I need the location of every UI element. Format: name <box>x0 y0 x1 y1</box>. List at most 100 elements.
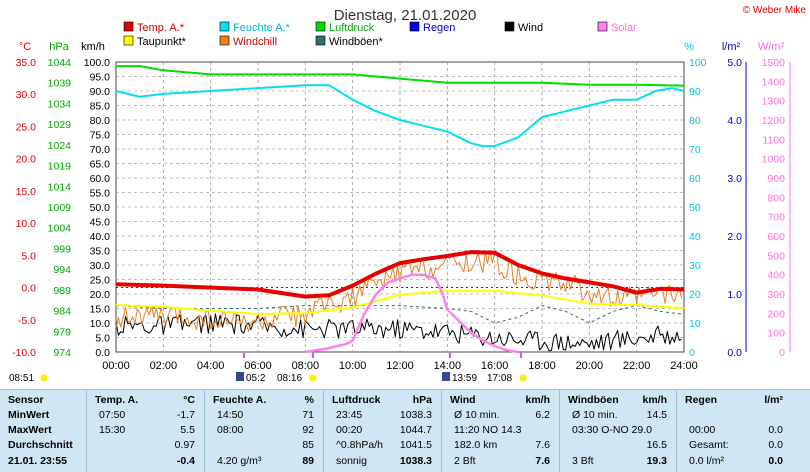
tick-temp: -5.0 <box>18 315 36 327</box>
tick-hum: 100 <box>689 57 707 69</box>
tick-x: 24:00 <box>670 360 698 372</box>
tick-solar: 1100 <box>762 134 785 146</box>
unit-rain: l/m² <box>722 41 741 53</box>
legend-label: Taupunkt* <box>137 36 187 48</box>
legend-label: Feuchte A.* <box>233 22 291 34</box>
unit-press: hPa <box>49 41 69 53</box>
tick-x: 12:00 <box>386 360 414 372</box>
copyright-text: © Weber Mike <box>743 5 807 16</box>
tick-wind: 10.0 <box>90 318 111 330</box>
tick-wind: 100.0 <box>84 57 110 69</box>
cell-value: 89 <box>302 455 314 467</box>
cell-label: 07:50 <box>99 409 126 421</box>
tick-wind: 75.0 <box>90 130 111 142</box>
tick-x: 08:00 <box>292 360 320 372</box>
column-separator <box>86 390 87 472</box>
tick-temp: 30.0 <box>16 89 37 101</box>
tick-wind: 95.0 <box>90 72 111 84</box>
tick-rain: 5.0 <box>727 57 742 69</box>
cell-value: 7.6 <box>535 455 550 467</box>
column-separator <box>323 390 324 472</box>
column-separator <box>676 390 677 472</box>
cell-label: 11:20 NO 14.3 <box>454 424 522 436</box>
cell-value: 16.5 <box>646 439 667 451</box>
col-header: Regen <box>685 394 718 406</box>
cell-label: Ø 10 min. <box>572 409 618 421</box>
tick-press: 989 <box>53 285 71 297</box>
tick-temp: 0.0 <box>21 283 36 295</box>
cell-value: 14.5 <box>646 409 667 421</box>
tick-rain: 1.0 <box>727 289 742 301</box>
tick-press: 984 <box>53 306 71 318</box>
tick-rain: 0.0 <box>727 347 742 359</box>
tick-solar: 200 <box>767 308 785 320</box>
series-feuchtea <box>115 84 685 148</box>
tick-press: 974 <box>53 347 71 359</box>
legend-swatch <box>123 21 134 32</box>
tick-temp: 10.0 <box>16 218 37 230</box>
cell-label: 14:50 <box>217 409 244 421</box>
cell-value: 71 <box>302 409 314 421</box>
cell-label: 23:45 <box>336 409 363 421</box>
tick-press: 1044 <box>48 57 72 69</box>
col-header: Temp. A. <box>95 394 139 406</box>
legend-label: Wind <box>518 22 543 34</box>
tick-press: 1014 <box>48 181 72 193</box>
legend-swatch <box>123 35 134 46</box>
series-solar <box>305 273 519 354</box>
tick-solar: 1000 <box>762 154 786 166</box>
col-unit: l/m² <box>764 394 783 406</box>
cell-value: -1.7 <box>176 409 195 421</box>
tick-hum: 70 <box>689 144 701 156</box>
unit-solar: W/m² <box>758 41 785 53</box>
sun-icon <box>40 374 48 382</box>
series-group <box>115 65 685 354</box>
tick-x: 02:00 <box>150 360 178 372</box>
col-unit: % <box>304 394 314 406</box>
tick-wind: 90.0 <box>90 86 111 98</box>
cell-value: -0.4 <box>176 455 195 467</box>
row-label: MinWert <box>8 409 50 421</box>
series-windchill <box>115 249 683 332</box>
tick-press: 1004 <box>48 223 72 235</box>
cell-value: 1044.7 <box>399 424 432 436</box>
cell-value: 85 <box>302 439 314 451</box>
tick-wind: 70.0 <box>90 144 111 156</box>
tick-hum: 60 <box>689 173 701 185</box>
cell-value: 0.0 <box>768 424 783 436</box>
tick-press: 1009 <box>48 202 72 214</box>
tick-temp: -10.0 <box>12 347 36 359</box>
row-label: MaxWert <box>8 424 52 436</box>
row-label: 21.01. 23:55 <box>8 455 67 467</box>
cell-label: ^0.8hPa/h <box>336 439 383 451</box>
tick-wind: 60.0 <box>90 173 111 185</box>
cell-label: 15:30 <box>99 424 126 436</box>
col-header: Wind <box>450 394 476 406</box>
row-label: Durchschnitt <box>8 439 73 451</box>
unit-temp: °C <box>19 41 31 53</box>
sunrise-icon <box>236 372 244 381</box>
tick-solar: 300 <box>767 289 785 301</box>
tick-solar: 500 <box>767 250 785 262</box>
tick-press: 1024 <box>48 140 72 152</box>
tick-hum: 20 <box>689 289 701 301</box>
moonrise-icon <box>442 372 450 381</box>
legend-swatch <box>597 21 608 32</box>
tick-solar: 100 <box>767 328 785 340</box>
col-unit: hPa <box>412 394 432 406</box>
tick-temp: 35.0 <box>16 57 37 69</box>
series-tempa <box>115 250 685 299</box>
tick-wind: 0.0 <box>95 347 110 359</box>
cell-label: 03:30 O-NO 29.0 <box>572 424 652 436</box>
tick-rain: 3.0 <box>727 173 742 185</box>
sun-icon <box>309 374 317 382</box>
cell-value: 1038.3 <box>399 409 432 421</box>
legend-label: Solar <box>611 22 637 34</box>
cell-value: 1038.3 <box>399 455 432 467</box>
cell-label: 2 Bft <box>454 455 476 467</box>
tick-wind: 25.0 <box>90 275 111 287</box>
stats-table: Sensor MinWert MaxWert Durchschnitt 21.01. 2… <box>0 389 810 472</box>
legend-swatch <box>219 21 230 32</box>
col-header: Windböen <box>568 394 619 406</box>
tick-solar: 0 <box>779 347 785 359</box>
